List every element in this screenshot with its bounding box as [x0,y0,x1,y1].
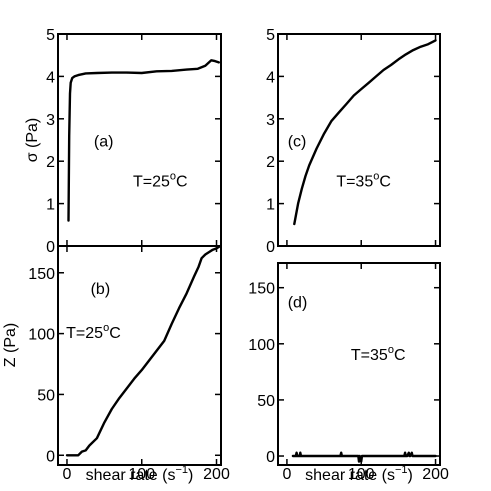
data-line [67,59,220,222]
y-tick-label: 100 [28,327,55,344]
y-tick-label: 3 [266,112,275,129]
temperature-annotation: T=25oC [66,322,121,342]
y-tick-label: 5 [266,27,275,44]
panel-b: 0 50 100 150 0 100 200 Z (Pa) shear rate (s−1) (b… [2,244,230,484]
panel-label: (a) [94,133,114,150]
temperature-annotation: T=25oC [133,171,188,191]
y-tick-label: 0 [46,448,55,465]
data-line [65,244,222,457]
panel-label: (c) [288,133,307,150]
y-tick-label: 2 [266,154,275,171]
y-tick-label: 0 [266,449,275,466]
x-tick-label: 200 [203,466,230,483]
data-line [291,451,437,463]
temperature-annotation: T=35oC [336,171,391,191]
x-axis-label: shear rate (s−1) [305,464,413,484]
y-tick-label: 150 [248,281,275,298]
x-tick-label: 0 [63,466,72,483]
panel-label: (d) [288,294,308,311]
x-tick-label: 0 [282,466,291,483]
panel-c: 0 1 2 3 4 5 (c) T=35oC [266,27,441,256]
y-tick-label: 2 [46,154,55,171]
panel-d: 0 50 100 150 0 100 200 shear rate (s−1) (d) T=35o… [248,262,449,484]
panel-label: (b) [91,281,111,298]
y-tick-label: 100 [248,337,275,354]
plot-frame [57,245,222,466]
temperature-annotation: T=35oC [351,344,406,364]
y-tick-label: 0 [46,239,55,256]
y-axis-label: σ (Pa) [24,118,41,163]
y-tick-label: 4 [266,69,275,86]
panel-a: 0 1 2 3 4 5 σ (Pa) (a) T=25oC [24,27,222,256]
y-tick-label: 50 [257,393,275,410]
y-axis-label: Z (Pa) [2,323,19,367]
y-tick-label: 3 [46,112,55,129]
y-tick-label: 0 [266,239,275,256]
y-tick-label: 5 [46,27,55,44]
plot-frame [277,33,441,247]
y-tick-label: 1 [46,197,55,214]
data-line [293,39,437,226]
plot-frame [57,33,222,247]
x-axis-label: shear rate (s−1) [86,464,194,484]
x-tick-label: 200 [422,466,449,483]
x-tick-label: 100 [128,466,155,483]
plot-frame [277,262,441,466]
y-tick-label: 50 [37,387,55,404]
x-tick-label: 100 [348,466,375,483]
y-tick-label: 4 [46,69,55,86]
y-tick-label: 1 [266,197,275,214]
y-tick-label: 150 [28,266,55,283]
